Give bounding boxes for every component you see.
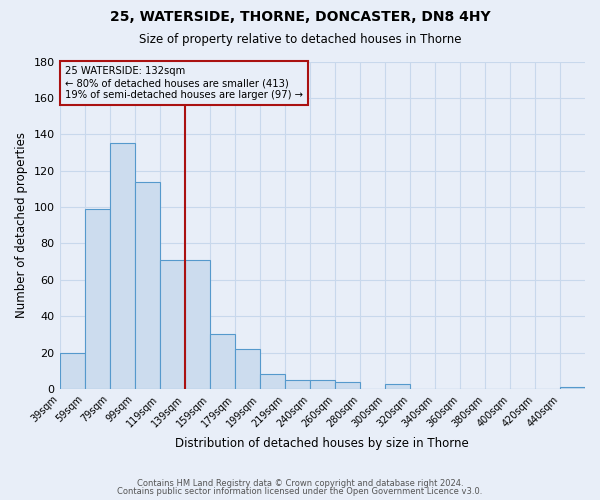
Bar [235, 349, 260, 389]
Bar [335, 382, 360, 389]
Bar [185, 260, 209, 389]
Bar [310, 380, 335, 389]
X-axis label: Distribution of detached houses by size in Thorne: Distribution of detached houses by size … [175, 437, 469, 450]
Bar [385, 384, 410, 389]
Bar [209, 334, 235, 389]
Text: Contains HM Land Registry data © Crown copyright and database right 2024.: Contains HM Land Registry data © Crown c… [137, 478, 463, 488]
Bar [85, 209, 110, 389]
Bar [59, 352, 85, 389]
Bar [285, 380, 310, 389]
Bar [134, 182, 160, 389]
Text: 25, WATERSIDE, THORNE, DONCASTER, DN8 4HY: 25, WATERSIDE, THORNE, DONCASTER, DN8 4H… [110, 10, 490, 24]
Bar [260, 374, 285, 389]
Text: 25 WATERSIDE: 132sqm
← 80% of detached houses are smaller (413)
19% of semi-deta: 25 WATERSIDE: 132sqm ← 80% of detached h… [65, 66, 303, 100]
Bar [160, 260, 185, 389]
Text: Contains public sector information licensed under the Open Government Licence v3: Contains public sector information licen… [118, 487, 482, 496]
Bar [110, 144, 134, 389]
Bar [560, 387, 585, 389]
Text: Size of property relative to detached houses in Thorne: Size of property relative to detached ho… [139, 32, 461, 46]
Y-axis label: Number of detached properties: Number of detached properties [15, 132, 28, 318]
